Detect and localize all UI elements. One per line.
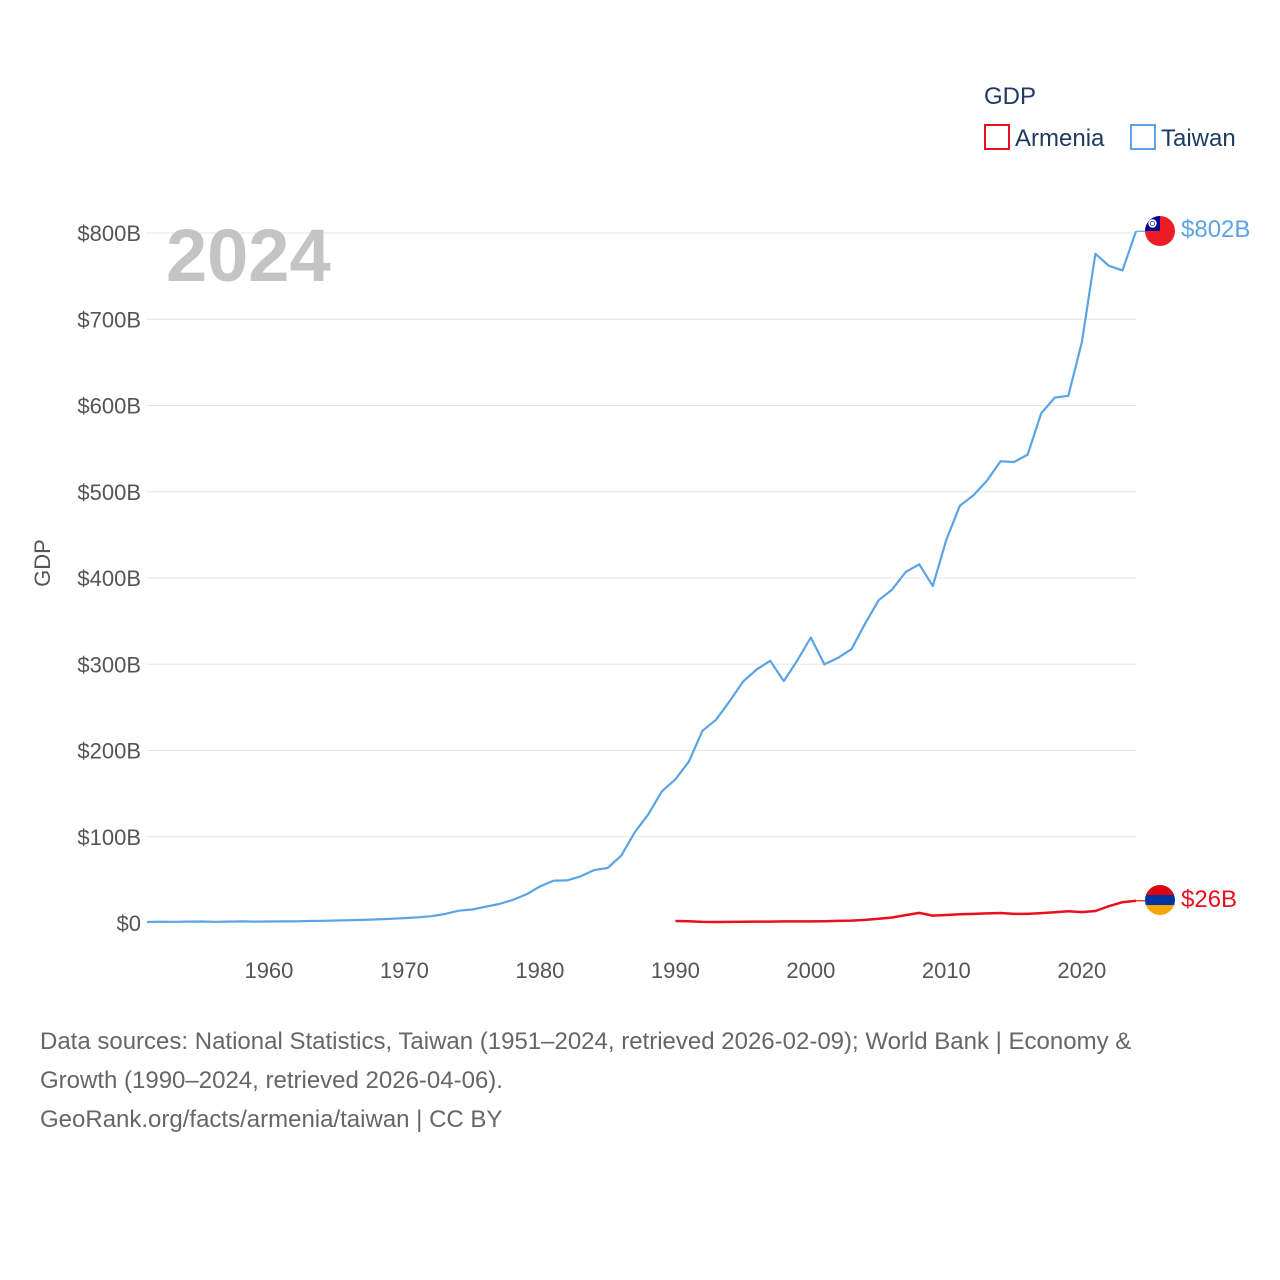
armenia-flag-icon <box>1145 885 1175 915</box>
x-tick-label: 1960 <box>244 958 293 983</box>
footer-sources: Data sources: National Statistics, Taiwa… <box>40 1022 1240 1139</box>
x-tick-label: 2020 <box>1057 958 1106 983</box>
legend-item-taiwan[interactable]: Taiwan <box>1130 124 1236 152</box>
footer-line-1: Data sources: National Statistics, Taiwa… <box>40 1028 1132 1055</box>
legend-label-taiwan: Taiwan <box>1161 125 1236 152</box>
taiwan-flag-icon <box>1145 216 1175 246</box>
y-tick-label: $600B <box>77 394 141 419</box>
y-axis-label: GDP <box>30 539 55 587</box>
y-tick-label: $800B <box>77 221 141 246</box>
y-tick-label: $500B <box>77 480 141 505</box>
series-line-armenia <box>675 899 1137 924</box>
legend-item-armenia[interactable]: Armenia <box>984 124 1105 152</box>
end-label-armenia: $26B <box>1181 886 1237 913</box>
legend-label-armenia: Armenia <box>1015 125 1105 152</box>
legend: GDP Armenia Taiwan <box>984 83 1236 152</box>
legend-swatch-armenia <box>984 124 1010 150</box>
x-tick-label: 1990 <box>651 958 700 983</box>
series-line-taiwan <box>146 230 1138 924</box>
footer-line-3[interactable]: GeoRank.org/facts/armenia/taiwan | CC BY <box>40 1106 503 1133</box>
legend-title: GDP <box>984 83 1036 110</box>
year-watermark: 2024 <box>166 214 331 297</box>
y-tick-label: $200B <box>77 739 141 764</box>
legend-swatch-taiwan <box>1130 124 1156 150</box>
x-tick-label: 1970 <box>380 958 429 983</box>
end-label-taiwan: $802B <box>1181 216 1250 243</box>
y-tick-label: $300B <box>77 652 141 677</box>
y-tick-label: $100B <box>77 825 141 850</box>
y-axis: $0 $100B $200B $300B $400B $500B $600B $700B $80… <box>77 221 141 936</box>
series-lines <box>146 230 1145 924</box>
x-tick-label: 2000 <box>786 958 835 983</box>
x-axis: 1960 1970 1980 1990 2000 2010 2020 <box>244 958 1106 983</box>
y-tick-label: $700B <box>77 307 141 332</box>
footer-line-2: Growth (1990–2024, retrieved 2026-04-06)… <box>40 1067 503 1094</box>
gridlines <box>147 232 1136 838</box>
y-tick-label: $400B <box>77 566 141 591</box>
x-tick-label: 1980 <box>515 958 564 983</box>
x-tick-label: 2010 <box>922 958 971 983</box>
chart: 2024 $0 $100B $200B $300B $400B $500B $600B $70… <box>30 83 1250 983</box>
y-tick-label: $0 <box>117 911 141 936</box>
